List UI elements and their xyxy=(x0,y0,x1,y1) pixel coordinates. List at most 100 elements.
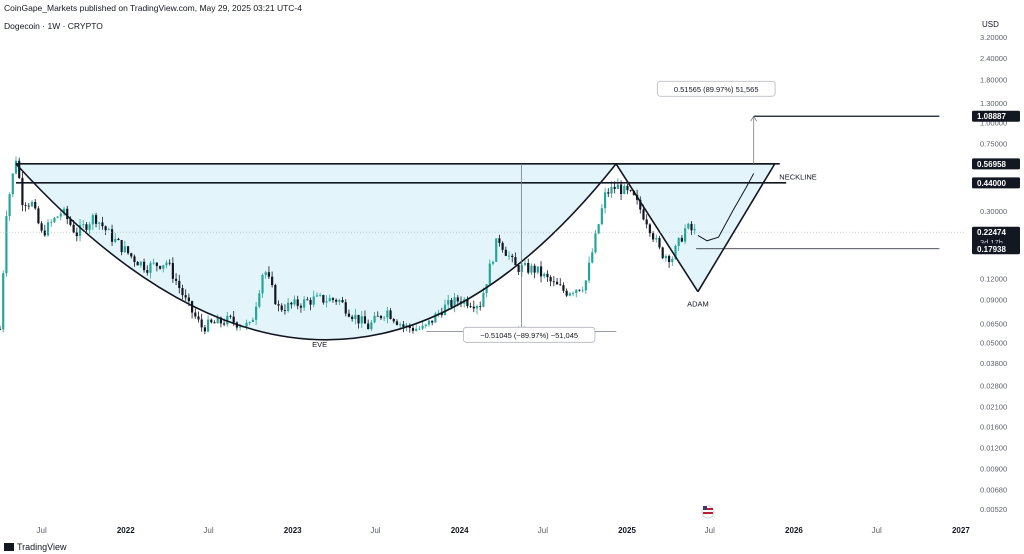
candle-body xyxy=(450,300,453,307)
candle-body xyxy=(565,290,568,296)
candle-body xyxy=(533,265,536,273)
candle-body xyxy=(267,272,271,277)
candle-body xyxy=(136,261,139,266)
candle-body xyxy=(677,237,680,246)
cup-arc xyxy=(15,163,617,341)
price-tag-value: 0.22474 xyxy=(977,228,1006,237)
price-tag-countdown: 3d 17h xyxy=(980,238,1003,247)
candle-body xyxy=(14,160,18,174)
candle-body xyxy=(639,199,642,210)
candle-body xyxy=(274,285,277,305)
candle-body xyxy=(491,261,495,264)
x-tick-label: 2022 xyxy=(117,526,135,535)
candle-body xyxy=(687,223,690,229)
us-flag-canton xyxy=(703,506,707,510)
candle-body xyxy=(271,276,274,286)
candle-body xyxy=(603,192,607,209)
candle-body xyxy=(206,319,210,332)
candle-body xyxy=(40,223,43,231)
candle-body xyxy=(50,221,53,223)
candle-body xyxy=(648,224,651,234)
candle-body xyxy=(107,229,110,231)
measure-up-arrow-icon xyxy=(750,115,758,122)
price-tag-value: 0.17938 xyxy=(977,245,1006,254)
candle-body xyxy=(232,316,235,323)
candle-body xyxy=(146,270,149,273)
candle-body xyxy=(629,190,632,191)
candle-body xyxy=(415,328,418,331)
candle-body xyxy=(216,317,219,324)
candle-body xyxy=(309,299,312,305)
candle-body xyxy=(405,325,408,327)
candle-body xyxy=(514,257,517,266)
x-tick-label: Jul xyxy=(37,526,47,535)
x-tick-label: 2023 xyxy=(284,526,302,535)
candle-body xyxy=(411,327,415,331)
adam-label: ADAM xyxy=(687,299,709,308)
y-tick-label: 0.00900 xyxy=(980,465,1007,474)
price-tag-bg xyxy=(972,243,1020,255)
symbol-title: Dogecoin · 1W · CRYPTO xyxy=(4,21,103,31)
x-tick-label: Jul xyxy=(872,526,882,535)
candle-body xyxy=(37,208,40,224)
candle-body xyxy=(357,314,360,324)
y-tick-label: 0.09000 xyxy=(980,295,1007,304)
candle-body xyxy=(418,328,421,330)
candle-body xyxy=(56,216,59,218)
y-tick-label: 1.80000 xyxy=(980,75,1007,84)
candle-body xyxy=(0,329,2,331)
candle-body xyxy=(190,301,194,313)
price-tag-bg xyxy=(972,110,1020,122)
y-tick-label: 0.00520 xyxy=(980,505,1007,514)
candle-body xyxy=(325,301,328,303)
candle-body xyxy=(651,233,655,240)
candle-body xyxy=(504,249,507,256)
price-tag: 0.56958 xyxy=(972,158,1020,170)
candle-body xyxy=(245,322,248,327)
candle-body xyxy=(399,324,402,326)
candle-body xyxy=(642,209,645,220)
x-tick-label: Jul xyxy=(538,526,548,535)
candle-body xyxy=(296,299,299,306)
candle-body xyxy=(684,228,687,242)
candle-body xyxy=(475,306,479,309)
candle-body xyxy=(667,255,671,263)
candle-body xyxy=(197,316,200,320)
candle-body xyxy=(562,285,565,291)
candle-body xyxy=(543,273,546,277)
candle-body xyxy=(69,219,72,225)
candle-body xyxy=(351,316,354,319)
eve-label: EVE xyxy=(312,340,327,349)
candle-body xyxy=(2,273,5,330)
candle-body xyxy=(488,263,491,285)
candle-body xyxy=(126,246,130,254)
candle-body xyxy=(466,299,469,307)
candle-body xyxy=(674,245,677,259)
candle-body xyxy=(264,272,267,276)
candle-body xyxy=(251,319,255,322)
candle-body xyxy=(578,289,581,291)
candle-body xyxy=(424,324,427,326)
candle-body xyxy=(328,298,331,302)
candle-body xyxy=(597,224,600,234)
candle-body xyxy=(485,284,488,293)
candle-body xyxy=(341,300,344,303)
candle-body xyxy=(43,230,46,236)
candle-body xyxy=(88,224,91,230)
candle-body xyxy=(181,288,184,296)
adam-right xyxy=(697,163,776,293)
candle-body xyxy=(386,310,389,318)
candle-body xyxy=(322,295,325,303)
candle-body xyxy=(456,297,459,302)
x-tick-label: 2026 xyxy=(785,526,803,535)
candle-body xyxy=(395,321,399,325)
candle-body xyxy=(152,262,155,264)
candle-body xyxy=(194,312,197,317)
candle-body xyxy=(584,280,587,291)
candle-body xyxy=(226,315,229,325)
candle-body xyxy=(338,300,341,302)
candles xyxy=(0,156,696,335)
candle-body xyxy=(187,297,190,302)
